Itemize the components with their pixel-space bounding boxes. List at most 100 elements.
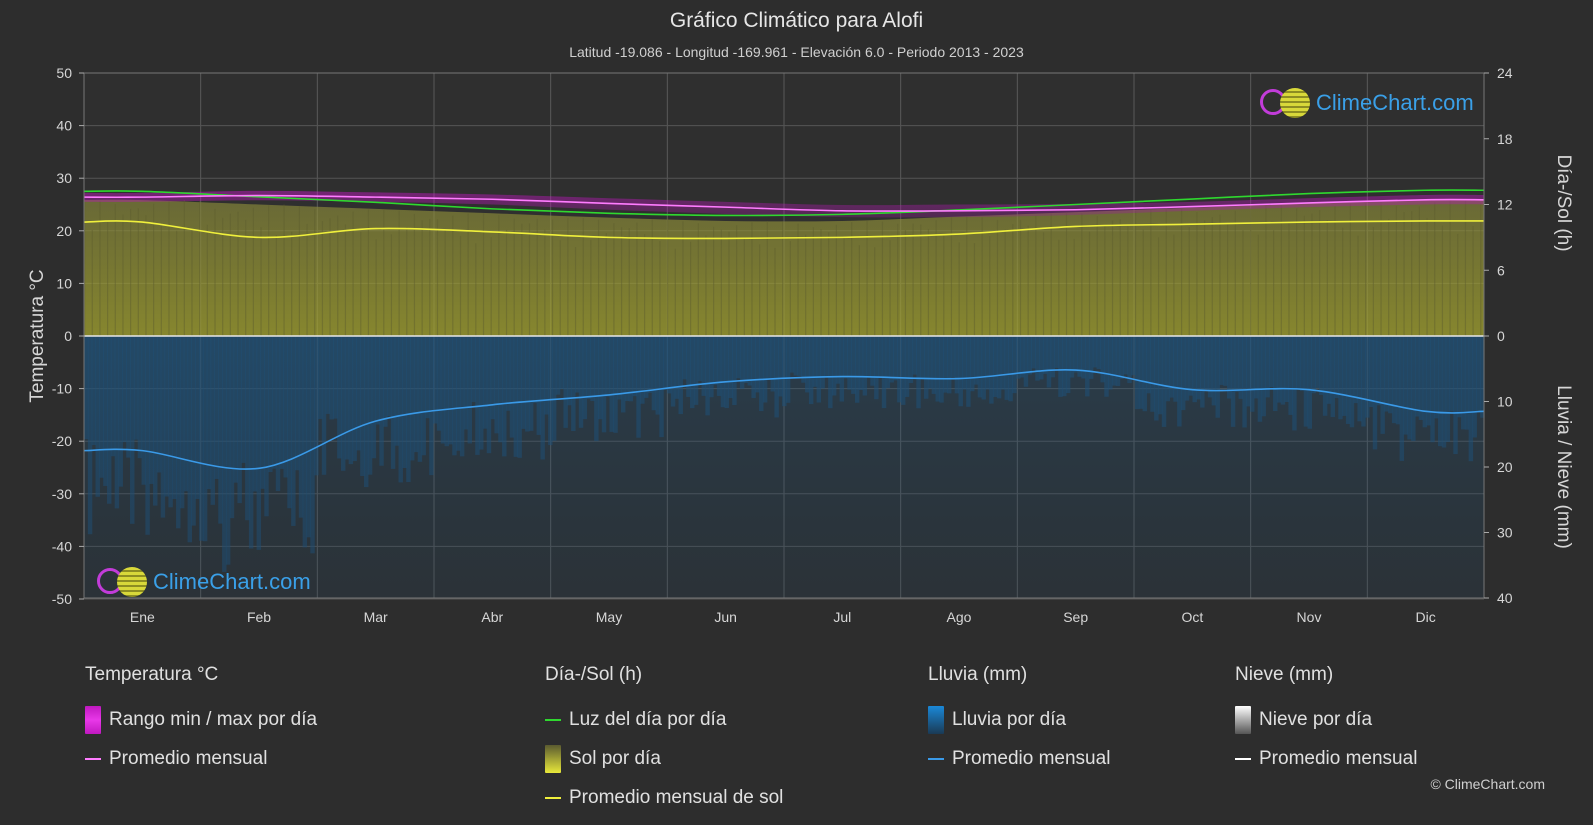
month-label: Oct: [1181, 609, 1203, 625]
sunshine-day-bar: [582, 217, 584, 336]
sunshine-day-bar: [482, 213, 485, 336]
sunshine-day-bar: [521, 223, 523, 336]
rain-mean-swatch: [928, 757, 944, 760]
sunshine-day-bar: [245, 219, 247, 336]
sunshine-day-bar: [1365, 203, 1367, 336]
right-tick-label: 24: [1497, 65, 1513, 81]
sunshine-day-bar: [713, 226, 715, 336]
sunshine-day-bar: [352, 211, 354, 336]
sunshine-day-bar: [360, 231, 362, 336]
sunshine-day-bar: [1418, 206, 1420, 336]
sunshine-day-bar: [1027, 225, 1029, 336]
sunshine-day-bar: [605, 233, 607, 336]
sunshine-day-bar: [107, 221, 109, 336]
logo-top[interactable]: ClimeChart.com: [1258, 86, 1474, 120]
sunshine-day-bar: [628, 228, 630, 336]
sunshine-day-bar: [1111, 220, 1114, 336]
sunshine-day-bar: [912, 223, 914, 336]
sunshine-day-bar: [651, 219, 653, 336]
sunshine-day-bar: [574, 247, 577, 336]
sunshine-day-bar: [1472, 225, 1474, 336]
sunshine-day-bar: [1088, 231, 1091, 336]
sunshine-day-bar: [99, 201, 101, 336]
sunshine-day-bar: [1395, 205, 1397, 336]
sunshine-day-bar: [1204, 220, 1206, 336]
sunshine-area: [84, 199, 1484, 336]
legend-label: Promedio mensual: [109, 747, 268, 769]
sunshine-day-bar: [690, 241, 692, 336]
sunshine-day-bar: [467, 213, 469, 336]
sunshine-day-bar: [866, 220, 868, 336]
sunshine-day-bar: [337, 215, 339, 336]
sunshine-day-bar: [1119, 219, 1121, 336]
sunshine-day-bar: [1035, 215, 1037, 336]
temp-mean-line: [83, 194, 1485, 212]
sunshine-day-bar: [490, 237, 492, 336]
sunshine-day-bar: [229, 213, 231, 336]
sunshine-day-bar: [199, 201, 201, 336]
sunshine-day-bar: [966, 216, 968, 336]
sunshine-day-bar: [1142, 229, 1144, 336]
sunshine-day-bar: [1096, 216, 1098, 336]
sunshine-day-bar: [1334, 206, 1336, 336]
legend-temperature-title: Temperatura °C: [85, 664, 219, 685]
right-axis-label-top: Día-/Sol (h): [1553, 154, 1574, 251]
logo-bottom[interactable]: ClimeChart.com: [95, 565, 311, 599]
sunshine-day-bar: [996, 219, 999, 336]
legend-rain: Lluvia (mm) Lluvia por día Promedio mens…: [928, 664, 1110, 778]
sunshine-day-bar: [1388, 218, 1390, 336]
sunshine-day-bar: [406, 226, 408, 336]
sunshine-day-bar: [943, 235, 945, 336]
legend-item-sunshine-mean: Promedio mensual de sol: [545, 778, 783, 817]
sunshine-day-bar: [950, 217, 953, 336]
legend-label: Rango min / max por día: [109, 708, 318, 730]
daylight-swatch: [545, 718, 561, 721]
sunshine-day-bar: [306, 223, 308, 336]
climechart-logo-icon: [1258, 86, 1312, 120]
sunshine-day-bar: [283, 204, 285, 336]
snow-swatch: [1235, 705, 1251, 734]
sunshine-day-bar: [973, 243, 976, 336]
legend-sun: Día-/Sol (h) Luz del día por día Sol por…: [545, 664, 783, 817]
month-label: Ene: [130, 609, 155, 625]
left-tick-label: -40: [52, 538, 72, 554]
climechart-logo-icon: [95, 565, 149, 599]
sunshine-day-bar: [597, 219, 600, 336]
sunshine-day-bar: [1319, 210, 1321, 336]
sunshine-day-bar: [705, 235, 707, 336]
sunshine-day-bar: [720, 229, 722, 336]
sunshine-day-bar: [897, 223, 899, 336]
sunshine-day-bar: [667, 217, 669, 336]
sunshine-day-bar: [766, 220, 768, 336]
sunshine-day-bar: [375, 239, 377, 336]
sunshine-day-bar: [1127, 226, 1129, 336]
sunshine-day-bar: [321, 221, 324, 336]
left-tick-label: 0: [64, 328, 72, 344]
sunshine-day-bar: [114, 204, 116, 336]
right-tick-label: 6: [1497, 262, 1505, 278]
sunshine-day-bar: [682, 221, 684, 336]
temp-range-swatch: [85, 705, 101, 734]
chart-subtitle: Latitud -19.086 - Longitud -169.961 - El…: [569, 44, 1024, 60]
sunshine-day-bar: [828, 232, 830, 336]
sunshine-day-bar: [1288, 222, 1290, 336]
sunshine-day-bar: [858, 245, 860, 336]
sunshine-day-bar: [1019, 219, 1022, 336]
legend-snow: Nieve (mm) Nieve por día Promedio mensua…: [1235, 664, 1417, 778]
sunshine-day-bar: [1380, 202, 1382, 336]
chart-title: Gráfico Climático para Alofi: [669, 9, 924, 32]
sunshine-day-bar: [981, 217, 983, 336]
sunshine-day-bar: [314, 209, 316, 336]
month-label: Jun: [714, 609, 737, 625]
sunshine-day-bar: [367, 209, 370, 336]
sunshine-day-bar: [613, 223, 615, 336]
sunshine-day-bar: [122, 214, 124, 336]
sunshine-day-bar: [851, 222, 853, 336]
right-axis-label-bottom: Lluvia / Nieve (mm): [1553, 385, 1574, 549]
legend-item-rain-mean: Promedio mensual: [928, 739, 1110, 778]
sunshine-day-bar: [1273, 230, 1275, 336]
sunshine-day-bar: [567, 217, 569, 336]
sunshine-day-bar: [1411, 211, 1413, 336]
sunshine-day-bar: [935, 220, 937, 336]
